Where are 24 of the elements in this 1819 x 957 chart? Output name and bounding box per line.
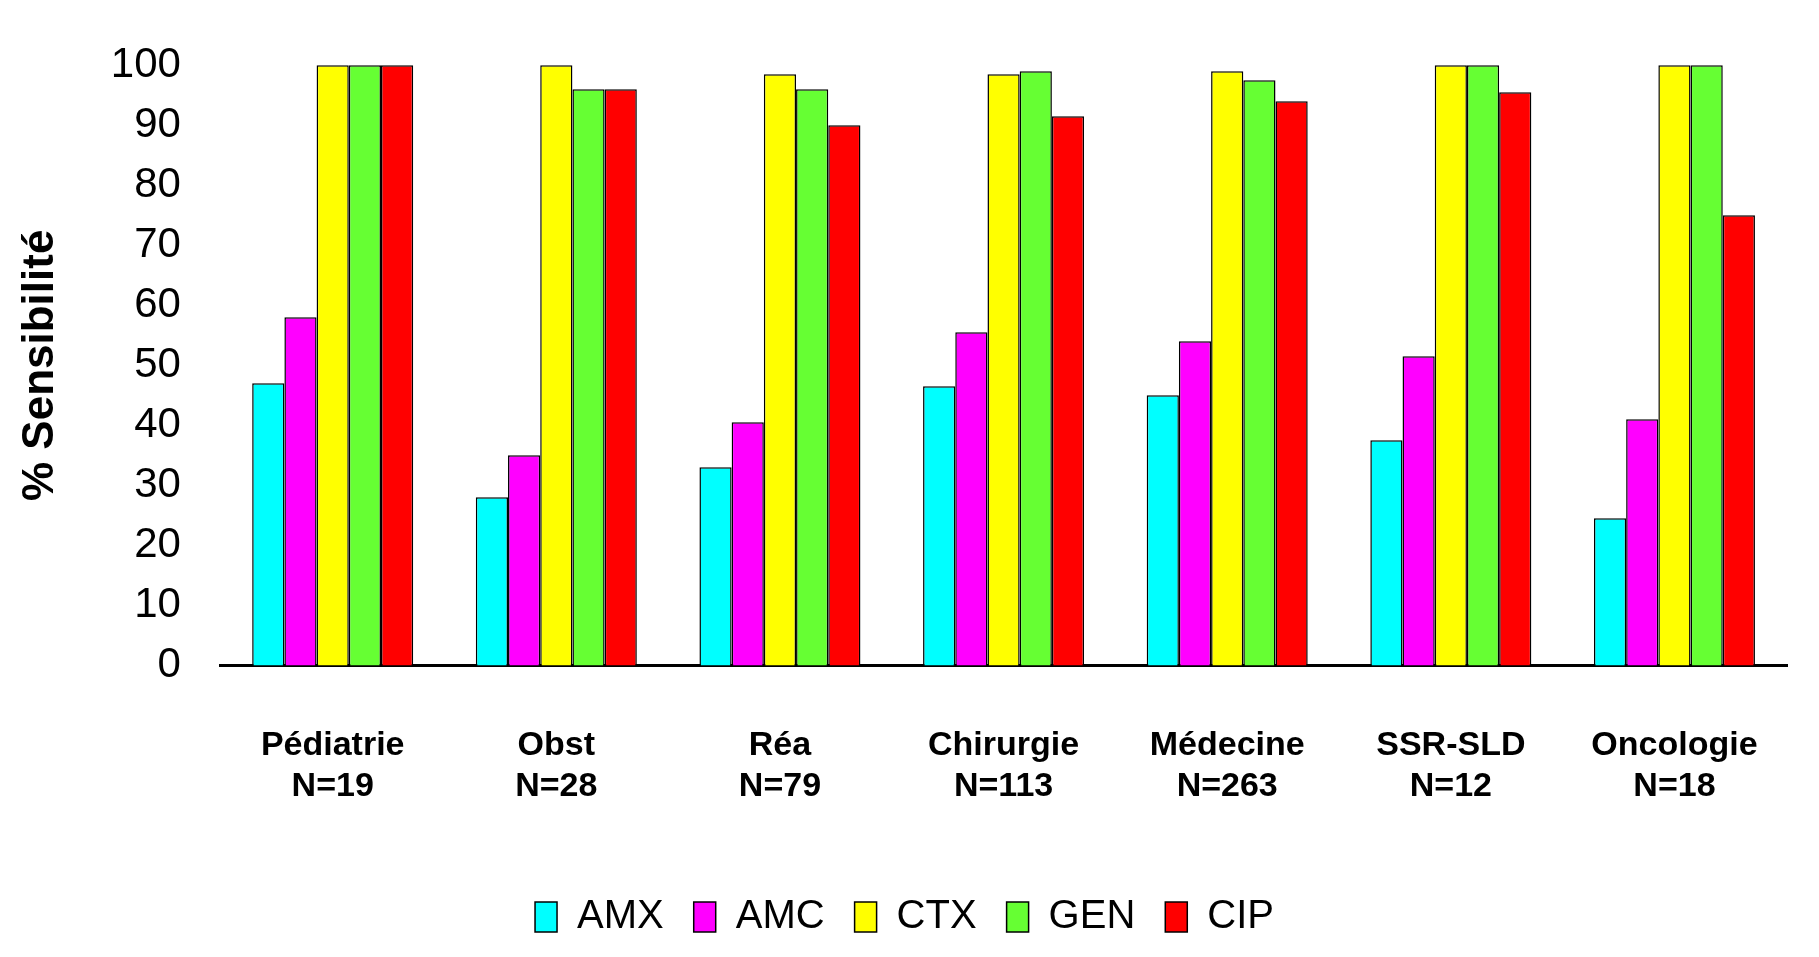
y-tick-label: 90 [134,98,181,146]
y-tick-label: 100 [110,38,181,86]
y-tick-label: 70 [134,218,181,266]
x-tick-label: Oncologie N=18 [1591,724,1758,803]
x-tick-label: Médecine N=263 [1149,724,1305,803]
x-tick-label: Obst N=28 [515,724,598,803]
x-tick-label: Pédiatrie N=19 [260,724,405,803]
legend-label: CIP [1207,892,1274,937]
legend-label: AMC [735,892,825,937]
x-tick-label: Réa N=79 [738,724,822,803]
y-tick-label: 60 [134,278,181,326]
y-axis-title: % Sensibilité [12,229,62,502]
legend-label: AMX [577,892,664,937]
legend-label: CTX [896,892,977,937]
legend-label: GEN [1048,892,1136,937]
x-tick-label: Chirurgie N=113 [928,724,1080,803]
y-tick-label: 10 [134,578,181,626]
y-tick-label: 0 [157,638,181,686]
y-tick-label: 50 [134,338,181,386]
y-tick-label: 40 [134,398,181,446]
x-tick-label: SSR-SLD N=12 [1376,724,1526,803]
y-tick-label: 20 [134,518,181,566]
y-tick-label: 80 [134,158,181,206]
y-tick-label: 30 [134,458,181,506]
